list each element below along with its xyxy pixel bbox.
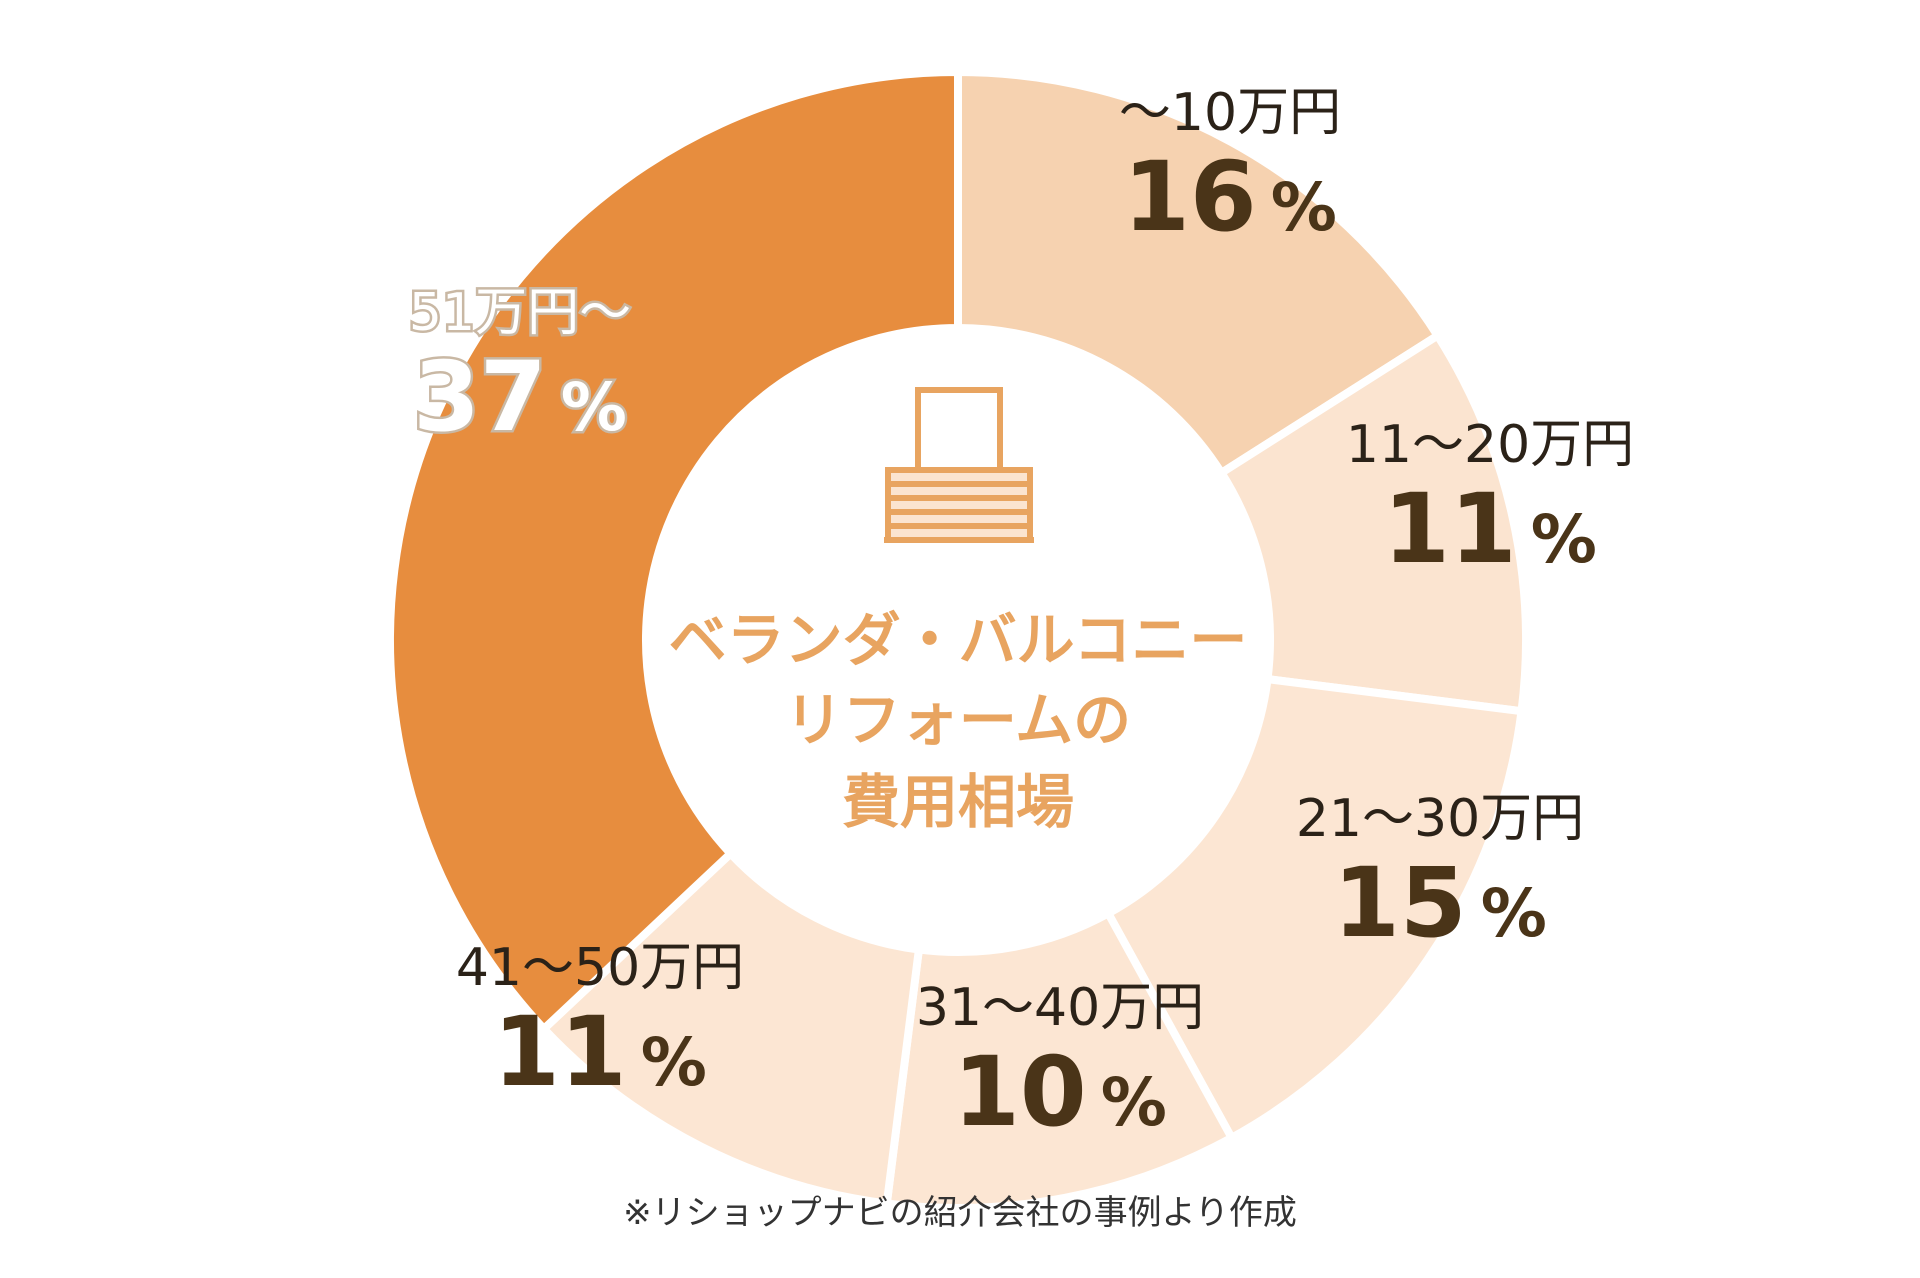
slice-1 — [954, 68, 1442, 477]
slice-3 — [1104, 675, 1526, 1142]
slice-2-percent-label: 11% — [1383, 473, 1597, 585]
slice-6 — [386, 68, 962, 1033]
slice-2 — [1217, 331, 1530, 716]
slice-3-range-label: 21〜30万円 — [1296, 789, 1584, 849]
footnote: ※リショップナビの紹介会社の事例より作成 — [623, 1193, 1297, 1233]
slice-3-percent-label: 15% — [1333, 847, 1547, 959]
slice-6-range-label: 51万円〜 — [409, 283, 631, 343]
slice-2-range-label: 11〜20万円 — [1346, 415, 1634, 475]
slice-4-percent-label: 10% — [953, 1036, 1167, 1148]
slice-6-percent-label: 37% — [413, 341, 627, 453]
center-title-line-2: リフォームの — [785, 686, 1131, 754]
slice-4-range-label: 31〜40万円 — [916, 978, 1204, 1038]
slice-5-percent-label: 11% — [493, 996, 707, 1108]
donut-slices — [386, 68, 1530, 1212]
balcony-icon — [884, 387, 1034, 543]
center-title-line-3: 費用相場 — [842, 768, 1074, 836]
slice-1-range-label: 〜10万円 — [1119, 83, 1341, 143]
slice-5-range-label: 41〜50万円 — [456, 938, 744, 998]
center-title-line-1: ベランダ・バルコニー — [669, 606, 1248, 674]
slice-1-percent-label: 16% — [1123, 141, 1337, 253]
